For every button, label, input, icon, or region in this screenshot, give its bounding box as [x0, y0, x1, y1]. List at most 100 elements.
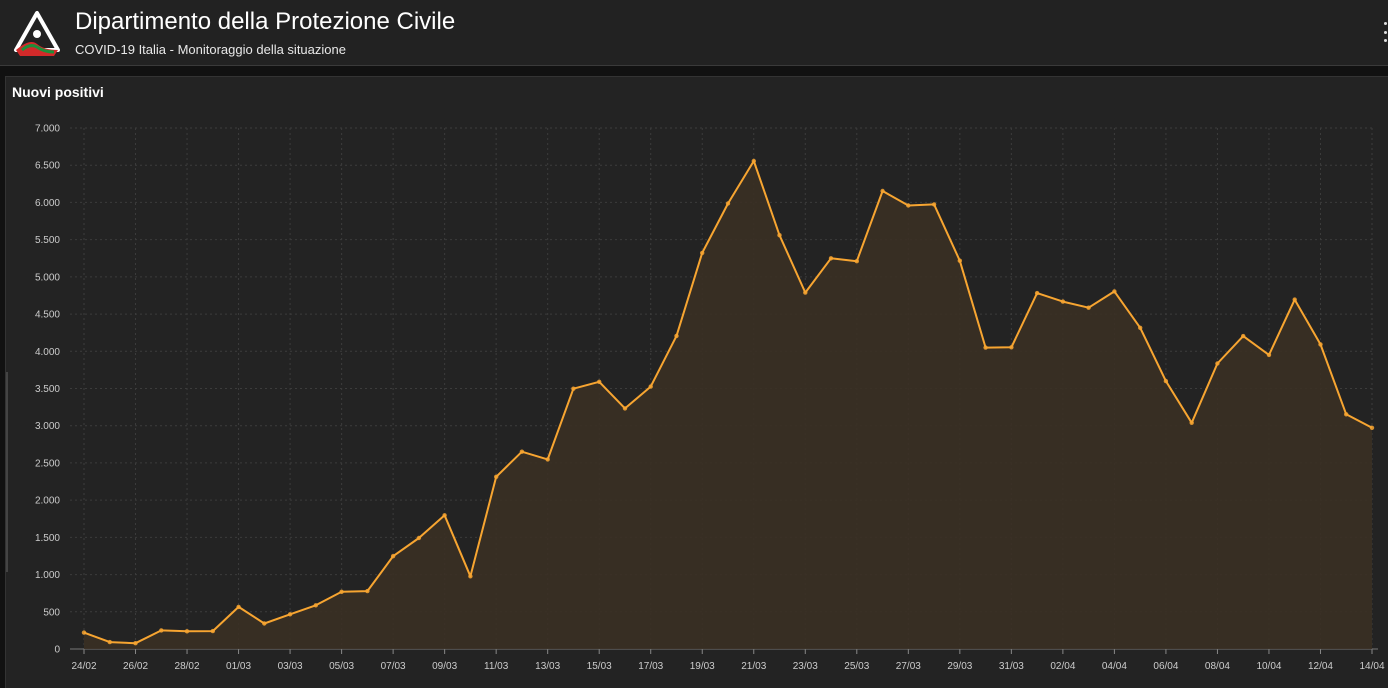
- more-vertical-icon[interactable]: [1382, 22, 1388, 42]
- data-point: [468, 574, 473, 579]
- x-tick-label: 02/04: [1050, 661, 1075, 672]
- app-subtitle: COVID-19 Italia - Monitoraggio della sit…: [75, 42, 346, 57]
- data-point: [777, 233, 782, 238]
- data-point: [287, 612, 293, 617]
- data-point: [1189, 420, 1194, 425]
- data-point: [416, 535, 422, 541]
- data-point: [648, 384, 653, 389]
- y-tick-label: 2.500: [35, 458, 60, 469]
- data-point: [803, 290, 808, 295]
- data-point: [390, 554, 396, 559]
- y-tick-label: 5.000: [35, 272, 60, 283]
- protezione-civile-logo[interactable]: [10, 10, 64, 58]
- data-point: [1009, 345, 1014, 350]
- data-point: [236, 604, 241, 610]
- data-point: [1086, 305, 1091, 310]
- data-point: [1163, 378, 1169, 384]
- data-point: [622, 406, 628, 411]
- y-tick-label: 5.500: [35, 235, 60, 246]
- x-tick-label: 10/04: [1256, 661, 1281, 672]
- x-tick-label: 31/03: [999, 661, 1024, 672]
- data-point: [184, 629, 190, 634]
- x-tick-label: 11/03: [484, 661, 509, 672]
- data-point: [159, 628, 164, 633]
- data-point: [339, 589, 344, 594]
- y-tick-label: 6.500: [35, 161, 60, 172]
- y-tick-label: 500: [43, 607, 60, 618]
- data-point: [519, 449, 525, 454]
- data-point: [1060, 299, 1066, 304]
- data-point: [957, 258, 962, 263]
- data-point: [880, 188, 885, 194]
- x-tick-label: 19/03: [690, 661, 715, 672]
- data-point: [1241, 333, 1246, 339]
- data-point: [1138, 325, 1143, 330]
- x-tick-label: 27/03: [896, 661, 921, 672]
- data-point: [906, 203, 911, 208]
- x-tick-label: 28/02: [175, 661, 200, 672]
- data-point: [81, 630, 87, 635]
- x-tick-label: 12/04: [1308, 661, 1333, 672]
- x-tick-label: 07/03: [381, 661, 406, 672]
- data-point: [1369, 425, 1375, 430]
- data-point: [700, 250, 705, 256]
- data-point: [494, 474, 499, 479]
- data-point: [1215, 361, 1220, 366]
- y-tick-label: 4.500: [35, 310, 60, 321]
- y-tick-label: 3.500: [35, 384, 60, 395]
- y-tick-label: 6.000: [35, 198, 60, 209]
- x-tick-label: 01/03: [226, 661, 251, 672]
- x-tick-label: 08/04: [1205, 661, 1230, 672]
- x-tick-label: 06/04: [1153, 661, 1178, 672]
- x-tick-label: 15/03: [587, 661, 612, 672]
- panel-title: Nuovi positivi: [12, 84, 104, 100]
- data-point: [751, 158, 756, 164]
- data-point: [1344, 412, 1349, 417]
- x-tick-label: 17/03: [638, 661, 663, 672]
- panel-resize-handle[interactable]: [6, 372, 8, 572]
- data-point: [313, 603, 318, 608]
- y-tick-label: 0: [54, 645, 60, 656]
- data-point: [725, 201, 731, 206]
- data-point: [262, 621, 267, 626]
- x-tick-label: 24/02: [71, 661, 96, 672]
- y-tick-label: 1.000: [35, 570, 60, 581]
- data-point: [210, 628, 215, 634]
- data-point: [545, 457, 550, 462]
- data-point: [931, 202, 937, 207]
- x-tick-label: 13/03: [535, 661, 560, 672]
- data-point: [107, 639, 113, 645]
- data-point: [571, 386, 576, 391]
- x-tick-label: 09/03: [432, 661, 457, 672]
- y-tick-label: 2.000: [35, 496, 60, 507]
- data-point: [1034, 290, 1040, 296]
- x-tick-label: 29/03: [947, 661, 972, 672]
- y-tick-label: 1.500: [35, 533, 60, 544]
- data-point: [828, 256, 834, 261]
- data-point: [1112, 289, 1117, 294]
- data-point: [983, 345, 988, 350]
- x-tick-label: 26/02: [123, 661, 148, 672]
- x-tick-label: 21/03: [741, 661, 766, 672]
- data-point: [674, 333, 679, 339]
- data-point: [597, 379, 602, 384]
- x-tick-label: 03/03: [278, 661, 303, 672]
- series-area: [84, 161, 1372, 649]
- y-tick-label: 4.000: [35, 347, 60, 358]
- data-point: [365, 588, 370, 594]
- x-tick-label: 05/03: [329, 661, 354, 672]
- app-header: Dipartimento della Protezione Civile COV…: [0, 0, 1388, 66]
- x-tick-label: 14/04: [1359, 661, 1384, 672]
- x-tick-label: 23/03: [793, 661, 818, 672]
- data-point: [442, 513, 447, 518]
- y-tick-label: 7.000: [35, 124, 60, 135]
- app-title: Dipartimento della Protezione Civile: [75, 8, 456, 35]
- data-point: [1292, 297, 1297, 302]
- data-point: [133, 641, 138, 646]
- data-point: [1266, 352, 1272, 358]
- y-tick-label: 3.000: [35, 421, 60, 432]
- data-point: [854, 259, 859, 264]
- x-tick-label: 25/03: [844, 661, 869, 672]
- data-point: [1318, 342, 1323, 347]
